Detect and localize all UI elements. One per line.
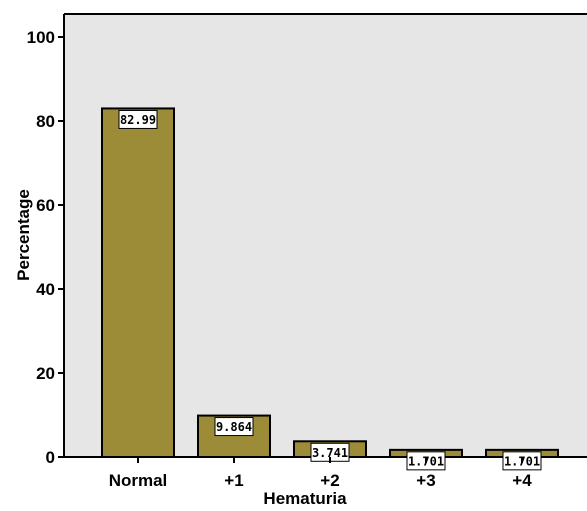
y-axis-title: Percentage [14, 189, 33, 281]
y-tick-label-0: 0 [46, 448, 55, 467]
data-label-2: 3.741 [312, 446, 348, 460]
data-label-1: 9.864 [216, 420, 252, 434]
y-tick-label-5: 100 [27, 28, 55, 47]
x-tick-label-0: Normal [109, 471, 168, 490]
y-ticks-group: 0 20 40 60 80 100 [27, 28, 64, 467]
data-label-box-1 [214, 417, 254, 437]
y-tick-label-1: 20 [36, 364, 55, 383]
x-ticks-group: Normal +1 +2 +3 +4 [109, 457, 532, 490]
x-tick-label-2: +2 [320, 471, 339, 490]
x-axis-title: Hematuria [263, 489, 347, 508]
y-tick-label-3: 60 [36, 196, 55, 215]
x-tick-label-4: +4 [512, 471, 532, 490]
x-tick-label-1: +1 [224, 471, 243, 490]
data-label-0: 82.99 [120, 113, 156, 127]
data-label-box-0 [118, 109, 158, 129]
y-tick-label-4: 80 [36, 112, 55, 131]
y-tick-label-2: 40 [36, 280, 55, 299]
x-tick-label-3: +3 [416, 471, 435, 490]
bar-0 [101, 107, 175, 459]
